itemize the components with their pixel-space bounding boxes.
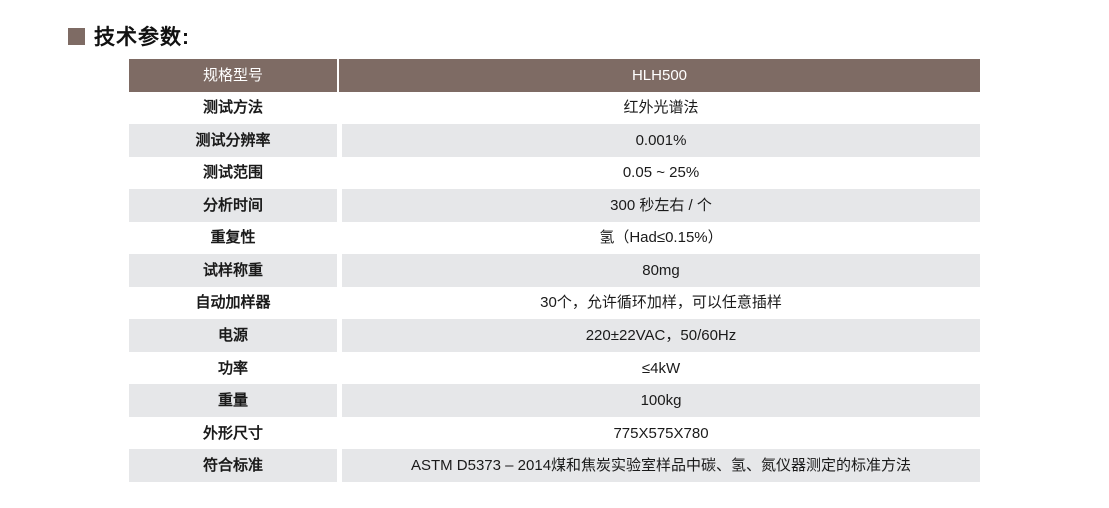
spec-label: 测试分辨率 [129, 124, 337, 157]
table-row: 功率 ≤4kW [129, 352, 980, 385]
spec-label: 测试方法 [202, 99, 263, 117]
spec-value: 红外光谱法 [623, 99, 699, 117]
spec-label: 符合标准 [129, 449, 337, 482]
table-row: 测试分辨率 0.001% [129, 124, 980, 157]
table-row: 自动加样器 30个，允许循环加样，可以任意插样 [129, 287, 980, 320]
table-row: 外形尺寸 775X575X780 [129, 417, 980, 450]
header-label-cell: 规格型号 [129, 59, 337, 92]
table-row: 分析时间 300 秒左右 / 个 [129, 189, 980, 222]
table-row: 电源 220±22VAC，50/60Hz [129, 319, 980, 352]
spec-label: 外形尺寸 [202, 424, 263, 442]
table-row: 符合标准 ASTM D5373 – 2014煤和焦炭实验室样品中碳、氢、氮仪器测… [129, 449, 980, 482]
spec-table: 规格型号 HLH500 测试方法 红外光谱法 测试分辨率 0.001% 测试范围… [129, 59, 980, 482]
spec-value: 0.05 ~ 25% [622, 164, 700, 182]
spec-value: 0.001% [342, 124, 980, 157]
spec-label: 电源 [129, 319, 337, 352]
spec-value: 30个，允许循环加样，可以任意插样 [540, 294, 782, 312]
square-bullet-icon [68, 27, 85, 45]
section-title-text: 技术参数: [94, 26, 190, 49]
spec-value: ASTM D5373 – 2014煤和焦炭实验室样品中碳、氢、氮仪器测定的标准方… [342, 449, 980, 482]
spec-label: 功率 [217, 359, 248, 377]
spec-value: 100kg [342, 384, 980, 417]
spec-value: 氢（Had≤0.15%） [599, 229, 723, 247]
spec-value: 300 秒左右 / 个 [342, 189, 980, 222]
spec-label: 测试范围 [202, 164, 263, 182]
header-value-cell: HLH500 [339, 59, 980, 92]
table-row: 重量 100kg [129, 384, 980, 417]
spec-value: 220±22VAC，50/60Hz [342, 319, 980, 352]
table-row: 重复性 氢（Had≤0.15%） [129, 222, 980, 255]
spec-value: 775X575X780 [613, 424, 709, 442]
spec-label: 试样称重 [129, 254, 337, 287]
table-header-row: 规格型号 HLH500 [129, 59, 980, 92]
table-row: 试样称重 80mg [129, 254, 980, 287]
spec-value: 80mg [342, 254, 980, 287]
section-title: 技术参数: [68, 21, 190, 51]
table-row: 测试范围 0.05 ~ 25% [129, 157, 980, 190]
spec-label: 重复性 [210, 229, 256, 247]
spec-label: 自动加样器 [195, 294, 271, 312]
spec-label: 重量 [129, 384, 337, 417]
table-row: 测试方法 红外光谱法 [129, 92, 980, 125]
spec-value: ≤4kW [641, 359, 681, 377]
spec-label: 分析时间 [129, 189, 337, 222]
